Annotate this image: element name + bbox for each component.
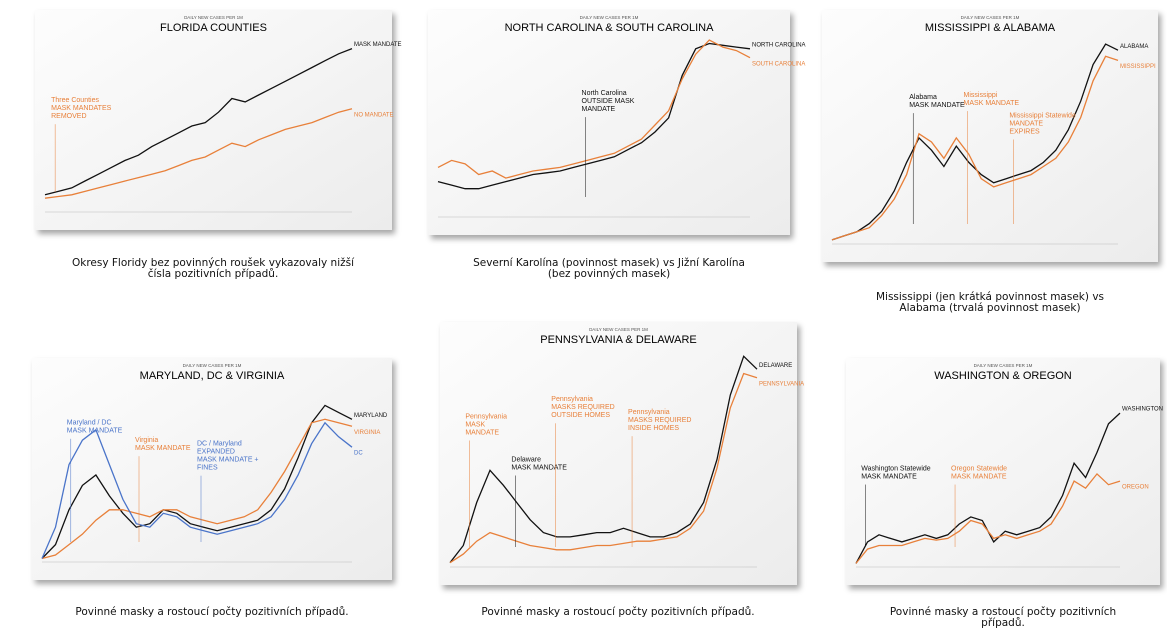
legend-label: MISSISSIPPI (1120, 64, 1156, 70)
legend-label: PENNSYLVANIA (759, 381, 804, 387)
annotation: REMOVED (51, 113, 86, 120)
annotation: DC / Maryland (197, 441, 242, 448)
annotation: MASK MANDATE (909, 102, 965, 109)
caption: případů. (981, 617, 1025, 629)
annotation: Mississippi (964, 92, 998, 99)
annotation: MASKS REQUIRED (628, 417, 691, 424)
annotation: MASK MANDATE (861, 473, 917, 480)
annotation: Pennsylvania (551, 396, 593, 403)
annotation: INSIDE HOMES (628, 425, 679, 432)
series-line (449, 355, 758, 564)
annotation: OUTSIDE MASK (582, 98, 635, 105)
panel-background (35, 10, 392, 230)
series-line (44, 47, 353, 196)
legend-label: SOUTH CAROLINA (752, 61, 805, 67)
annotation: MANDATE (1009, 120, 1043, 127)
annotation: Maryland / DC (67, 420, 112, 427)
chart-title: PENNSYLVANIA & DELAWARE (540, 334, 697, 346)
annotation: Oregon Statewide (951, 465, 1007, 472)
annotation: Pennsylvania (465, 413, 507, 420)
caption: čísla pozitivních případů. (148, 268, 279, 280)
chart-panel: DAILY NEW CASES PER 1M MISSISSIPPI & ALAB… (822, 10, 1158, 314)
caption: Severní Karolína (povinnost masek) vs Ji… (473, 257, 745, 269)
series-line (41, 418, 353, 560)
chart-subtitle: DAILY NEW CASES PER 1M (961, 15, 1020, 20)
chart-title: FLORIDA COUNTIES (160, 22, 267, 34)
series-line (41, 404, 353, 559)
annotation: MASK MANDATE (511, 464, 567, 471)
annotation: EXPANDED (197, 449, 235, 456)
annotation: MASK MANDATE (67, 428, 123, 435)
annotation: MASK MANDATE (964, 100, 1020, 107)
panel-background (846, 358, 1160, 585)
chart-panel: DAILY NEW CASES PER 1M NORTH CAROLINA & S… (428, 10, 806, 280)
annotation: MASK MANDATE (135, 445, 191, 452)
series-line (449, 372, 758, 564)
panel-background (440, 322, 797, 585)
annotation: Pennsylvania (628, 409, 670, 416)
annotation: OUTSIDE HOMES (551, 412, 610, 419)
legend-label: MASK MANDATE (354, 42, 402, 48)
annotation: Alabama (909, 94, 937, 101)
annotation: Delaware (511, 456, 541, 463)
annotation: Three Counties (51, 97, 99, 104)
legend-label: NORTH CAROLINA (752, 42, 806, 48)
series-line (831, 55, 1119, 241)
annotation: MASKS REQUIRED (551, 404, 614, 411)
caption: Povinné masky a rostoucí počty pozitivní… (75, 606, 348, 618)
caption: Okresy Floridy bez povinných roušek vyka… (72, 257, 355, 269)
caption: Povinné masky a rostoucí počty pozitivní… (481, 606, 754, 618)
legend-label: VIRGINIA (354, 430, 380, 436)
legend-label: DC (354, 451, 363, 457)
panel-background (32, 358, 392, 580)
chart-subtitle: DAILY NEW CASES PER 1M (580, 15, 639, 20)
annotation: Mississippi Statewide (1009, 112, 1076, 119)
chart-subtitle: DAILY NEW CASES PER 1M (183, 363, 242, 368)
legend-label: MARYLAND (354, 413, 388, 419)
legend-label: DELAWARE (759, 363, 792, 369)
caption: Povinné masky a rostoucí počty pozitivní… (890, 606, 1116, 618)
chart-panel: DAILY NEW CASES PER 1M FLORIDA COUNTIES MA… (35, 10, 402, 280)
annotation: Virginia (135, 437, 158, 444)
panel-background (822, 10, 1158, 262)
series-line (437, 39, 751, 179)
annotation: MASK MANDATE (951, 473, 1007, 480)
annotation: MANDATE (582, 106, 616, 113)
annotation: MASK MANDATE + (197, 457, 259, 464)
legend-label: NO MANDATE (354, 112, 394, 118)
annotation: MASK MANDATES (51, 105, 111, 112)
annotation: North Carolina (582, 90, 627, 97)
legend-label: ALABAMA (1120, 44, 1148, 50)
series-line (437, 42, 751, 190)
chart-title: NORTH CAROLINA & SOUTH CAROLINA (505, 22, 714, 34)
legend-label: OREGON (1122, 485, 1149, 491)
caption: (bez povinných masek) (548, 268, 670, 280)
chart-panel: DAILY NEW CASES PER 1M WASHINGTON & OREGO… (846, 358, 1163, 629)
chart-title: WASHINGTON & OREGON (934, 370, 1072, 382)
caption: Mississippi (jen krátká povinnost masek)… (876, 291, 1104, 303)
legend-label: WASHINGTON (1122, 407, 1163, 413)
chart-panel: DAILY NEW CASES PER 1M MARYLAND, DC & VIR… (32, 358, 392, 618)
series-line (44, 108, 353, 199)
chart-title: MISSISSIPPI & ALABAMA (925, 22, 1056, 34)
caption: Alabama (trvalá povinnost masek) (899, 302, 1080, 314)
series-line (855, 472, 1121, 564)
panel-background (428, 10, 790, 235)
chart-subtitle: DAILY NEW CASES PER 1M (974, 363, 1033, 368)
chart-title: MARYLAND, DC & VIRGINIA (140, 370, 285, 382)
series-line (831, 43, 1119, 241)
annotation: EXPIRES (1009, 128, 1040, 135)
chart-subtitle: DAILY NEW CASES PER 1M (184, 15, 243, 20)
annotation: MANDATE (465, 429, 499, 436)
annotation: FINES (197, 465, 218, 472)
chart-subtitle: DAILY NEW CASES PER 1M (589, 327, 648, 332)
chart-panel: DAILY NEW CASES PER 1M PENNSYLVANIA & DEL… (440, 322, 804, 618)
series-line (41, 421, 353, 559)
annotation: MASK (465, 421, 485, 428)
annotation: Washington Statewide (861, 465, 930, 472)
